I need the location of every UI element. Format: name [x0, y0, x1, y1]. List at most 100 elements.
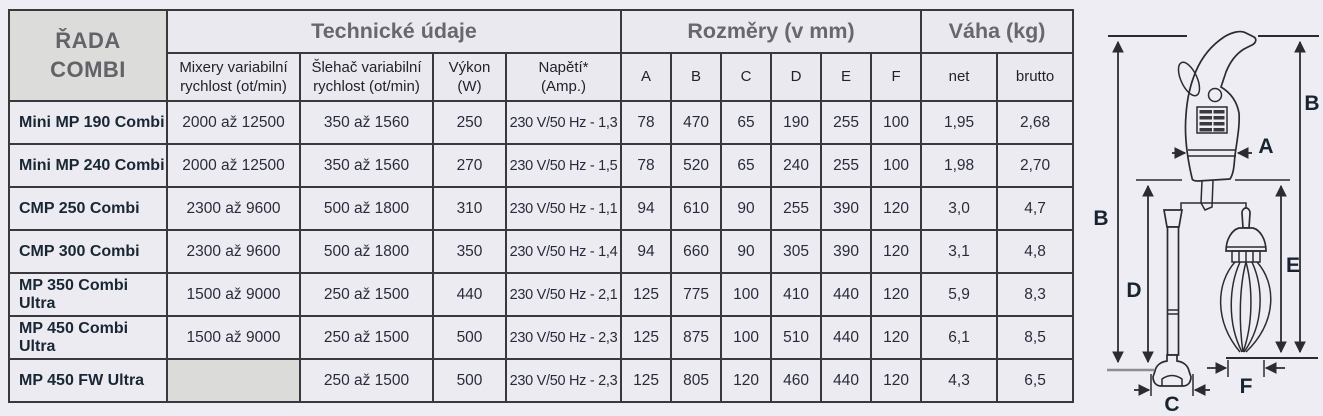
motor-drive-stem: [1200, 180, 1214, 211]
net-weight-cell: 3,1: [920, 229, 999, 274]
net-weight-cell: 6,1: [920, 315, 999, 360]
dim-f-cell: 100: [870, 143, 923, 188]
dim-a-cell: 78: [620, 143, 673, 188]
model-name-cell: CMP 250 Combi: [8, 186, 168, 231]
series-header: ŘADA COMBI: [8, 9, 168, 102]
voltage-cell: 230 V/50 Hz - 1,4: [504, 229, 623, 274]
power-cell: 500: [432, 358, 507, 403]
brutto-weight-cell: 4,7: [996, 186, 1075, 231]
dim-d-cell: 510: [770, 315, 823, 360]
dim-d-cell: 410: [770, 272, 823, 317]
mixer-speed-cell: [166, 358, 301, 403]
shaft-tube: [1166, 226, 1180, 356]
table-row: Mini MP 190 Combi 2000 až 12500 350 až 156…: [8, 100, 1075, 145]
dim-a-cell: 125: [620, 315, 673, 360]
voltage-cell: 230 V/50 Hz - 2,3: [504, 315, 623, 360]
col-brutto-weight: brutto: [996, 52, 1075, 102]
dim-label-b-right: B: [1304, 92, 1319, 115]
dim-a-cell: 94: [620, 229, 673, 274]
dim-b-cell: 775: [670, 272, 723, 317]
brutto-weight-cell: 6,5: [996, 358, 1075, 403]
model-name-cell: Mini MP 240 Combi: [8, 143, 168, 188]
dim-f-cell: 120: [870, 272, 923, 317]
brutto-weight-cell: 2,68: [996, 100, 1075, 145]
mixer-dimension-diagram: B D A C: [1093, 30, 1320, 413]
col-dim-e: E: [820, 52, 873, 102]
dim-a-cell: 94: [620, 186, 673, 231]
dim-e-cell: 440: [820, 358, 873, 403]
handle-grip-hole: [1177, 61, 1201, 97]
col-dim-d: D: [770, 52, 823, 102]
dim-d-cell: 305: [770, 229, 823, 274]
spec-table: ŘADA COMBI Technické údaje Rozměry (v mm…: [8, 9, 1075, 403]
dim-f-cell: 120: [870, 358, 923, 403]
model-name-cell: MP 450 Combi Ultra: [8, 315, 168, 360]
table-row: Mini MP 240 Combi 2000 až 12500 350 až 156…: [8, 143, 1075, 188]
header-group-row: ŘADA COMBI Technické údaje Rozměry (v mm…: [8, 9, 1075, 102]
group-technical-data: Technické údaje: [165, 9, 623, 54]
whisk-speed-cell: 250 až 1500: [299, 272, 434, 317]
dim-c-cell: 65: [720, 143, 773, 188]
mixer-speed-cell: 2000 až 12500: [166, 143, 301, 188]
net-weight-cell: 1,98: [920, 143, 999, 188]
whisk-speed-cell: 250 až 1500: [299, 315, 434, 360]
dim-c-cell: 90: [720, 186, 773, 231]
dim-f-cell: 120: [870, 186, 923, 231]
col-power: Výkon (W): [432, 52, 507, 102]
dim-a-cell: 125: [620, 358, 673, 403]
dim-d-cell: 255: [770, 186, 823, 231]
vent-slats: [1199, 110, 1225, 132]
col-whisk-speed: Šlehač variabilní rychlost (ot/min): [299, 52, 434, 102]
col-dim-a: A: [620, 52, 673, 102]
col-dim-b: B: [670, 52, 723, 102]
power-cell: 310: [432, 186, 507, 231]
table-row: MP 450 Combi Ultra 1500 až 9000 250 až 150…: [8, 315, 1075, 360]
dim-f-cell: 100: [870, 100, 923, 145]
dim-label-b-left: B: [1093, 207, 1108, 230]
model-name-cell: CMP 300 Combi: [8, 229, 168, 274]
mixer-speed-cell: 1500 až 9000: [166, 272, 301, 317]
table-row: MP 450 FW Ultra 250 až 1500 500 230 V/50 Hz…: [8, 358, 1075, 403]
net-weight-cell: 3,0: [920, 186, 999, 231]
dim-b-cell: 660: [670, 229, 723, 274]
dim-c-cell: 120: [720, 358, 773, 403]
whisk-wires: [1219, 261, 1272, 353]
dim-b-cell: 610: [670, 186, 723, 231]
dim-c-cell: 65: [720, 100, 773, 145]
dim-c-cell: 100: [720, 315, 773, 360]
dim-f-cell: 120: [870, 229, 923, 274]
table-row: MP 350 Combi Ultra 1500 až 9000 250 až 150…: [8, 272, 1075, 317]
model-name-cell: MP 450 FW Ultra: [8, 358, 168, 403]
model-name-cell: MP 350 Combi Ultra: [8, 272, 168, 317]
net-weight-cell: 1,95: [920, 100, 999, 145]
dim-label-c: C: [1164, 393, 1179, 413]
brutto-weight-cell: 4,8: [996, 229, 1075, 274]
dim-e-cell: 255: [820, 100, 873, 145]
dim-e-cell: 390: [820, 229, 873, 274]
voltage-cell: 230 V/50 Hz - 1,5: [504, 143, 623, 188]
power-cell: 270: [432, 143, 507, 188]
whisk-speed-cell: 500 až 1800: [299, 186, 434, 231]
net-weight-cell: 4,3: [920, 358, 999, 403]
dim-c-cell: 90: [720, 229, 773, 274]
header-sub-row: Mixery variabilní rychlost (ot/min) Šleh…: [9, 52, 1075, 102]
dim-a-cell: 125: [620, 272, 673, 317]
whisk-speed-cell: 250 až 1500: [299, 358, 434, 403]
dim-label-a: A: [1258, 135, 1273, 158]
power-cell: 250: [432, 100, 507, 145]
power-cell: 440: [432, 272, 507, 317]
col-net-weight: net: [920, 52, 999, 102]
dim-e-cell: 390: [820, 186, 873, 231]
model-name-cell: Mini MP 190 Combi: [8, 100, 168, 145]
power-cell: 500: [432, 315, 507, 360]
brutto-weight-cell: 8,3: [996, 272, 1075, 317]
dim-label-f: F: [1240, 375, 1253, 398]
dim-c-cell: 100: [720, 272, 773, 317]
table-body: Mini MP 190 Combi 2000 až 12500 350 až 156…: [8, 100, 1075, 403]
motor-button: [1207, 87, 1223, 103]
dim-b-cell: 805: [670, 358, 723, 403]
group-dimensions: Rozměry (v mm): [620, 9, 923, 54]
dim-b-cell: 875: [670, 315, 723, 360]
dim-f-cell: 120: [870, 315, 923, 360]
